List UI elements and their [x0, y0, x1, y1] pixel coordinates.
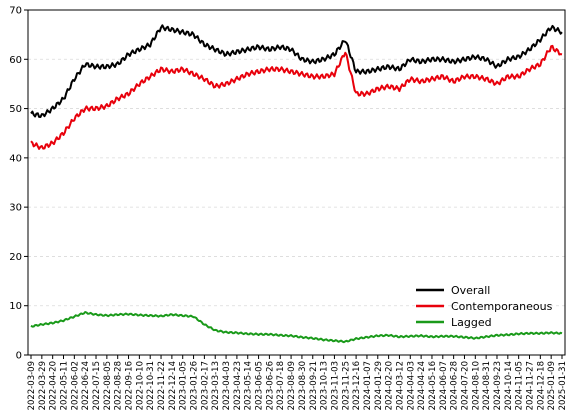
y-tick-label: 10: [9, 301, 22, 312]
plot-frame: [27, 9, 566, 356]
x-tick-label: 2024-08-31: [482, 361, 492, 410]
x-tick-label: 2023-04-03: [222, 361, 232, 410]
y-axis: 0 10 20 30 40 50 60 70: [9, 6, 28, 362]
x-tick-label: 2023-05-14: [244, 361, 254, 410]
x-tick-label: 2023-04-23: [233, 361, 243, 410]
x-tick-label: 2025-01-09: [547, 361, 557, 410]
legend-label-lagged: Lagged: [451, 316, 492, 329]
y-tick-label: 0: [16, 351, 22, 362]
x-tick-label: 2022-11-22: [157, 361, 167, 410]
y-tick-label: 40: [9, 153, 22, 164]
x-axis: 2022-03-09 2022-03-29 2022-04-20 2022-05-11…: [27, 355, 568, 410]
x-tick-label: 2024-04-03: [406, 361, 416, 410]
x-tick-label: 2022-10-31: [146, 361, 156, 410]
x-tick-label: 2022-05-11: [60, 361, 70, 410]
x-tick-label: 2024-01-29: [374, 361, 384, 410]
x-tick-label: 2023-07-18: [276, 361, 286, 410]
x-tick-label: 2024-05-16: [428, 361, 438, 410]
x-tick-label: 2025-01-31: [558, 361, 568, 410]
x-tick-label: 2022-03-09: [27, 361, 37, 410]
x-tick-label: 2024-07-20: [460, 361, 470, 410]
x-tick-label: 2022-06-24: [81, 361, 91, 410]
x-tick-label: 2024-11-27: [525, 361, 535, 410]
legend-label-overall: Overall: [451, 284, 490, 297]
x-tick-label: 2022-07-15: [92, 361, 102, 410]
x-tick-label: 2024-08-10: [471, 361, 481, 410]
x-tick-label: 2023-11-25: [341, 361, 351, 410]
x-tick-label: 2024-06-28: [450, 361, 460, 410]
x-tick-label: 2023-09-21: [309, 361, 319, 410]
x-tick-label: 2022-12-14: [168, 361, 178, 410]
x-tick-label: 2023-12-16: [352, 361, 362, 410]
x-tick-label: 2023-02-17: [200, 361, 210, 410]
y-tick-label: 60: [9, 55, 22, 66]
x-tick-label: 2024-09-23: [493, 361, 503, 410]
plot-background: [28, 10, 565, 355]
x-tick-label: 2023-06-05: [255, 361, 265, 410]
x-tick-label: 2023-10-13: [320, 361, 330, 410]
x-tick-label: 2023-03-13: [211, 361, 221, 410]
x-tick-label: 2023-06-26: [265, 361, 275, 410]
x-tick-label: 2022-06-02: [70, 361, 80, 410]
x-tick-label: 2023-11-03: [330, 361, 340, 410]
x-tick-label: 2022-03-29: [38, 361, 48, 410]
x-tick-label: 2024-10-14: [504, 361, 514, 410]
legend: Overall Contemporaneous Lagged: [416, 284, 553, 329]
x-tick-label: 2024-01-07: [363, 361, 373, 410]
x-tick-label: 2022-04-20: [49, 361, 59, 410]
x-tick-label: 2022-10-10: [135, 361, 145, 410]
x-tick-label: 2023-08-30: [298, 361, 308, 410]
x-tick-label: 2024-06-07: [439, 361, 449, 410]
x-tick-label: 2024-04-24: [417, 361, 427, 410]
x-tick-label: 2023-01-26: [190, 361, 200, 410]
x-tick-label: 2024-12-18: [536, 361, 546, 410]
x-tick-label: 2022-09-16: [125, 361, 135, 410]
x-tick-label: 2024-11-05: [515, 361, 525, 410]
legend-label-contemporaneous: Contemporaneous: [451, 300, 553, 313]
x-tick-label: 2022-08-28: [114, 361, 124, 410]
y-tick-label: 50: [9, 104, 22, 115]
x-tick-label: 2024-02-20: [385, 361, 395, 410]
x-tick-label: 2024-03-12: [395, 361, 405, 410]
y-tick-label: 70: [9, 6, 22, 17]
series-line-contemporaneous: [30, 44, 563, 150]
x-tick-label: 2023-01-05: [179, 361, 189, 410]
series-line-overall: [30, 24, 563, 118]
x-tick-label: 2022-08-05: [103, 361, 113, 410]
x-tick-label: 2023-08-09: [287, 361, 297, 410]
series-line-lagged: [30, 311, 563, 344]
series-lines: [30, 24, 563, 344]
y-tick-label: 30: [9, 203, 22, 214]
y-tick-label: 20: [9, 252, 22, 263]
